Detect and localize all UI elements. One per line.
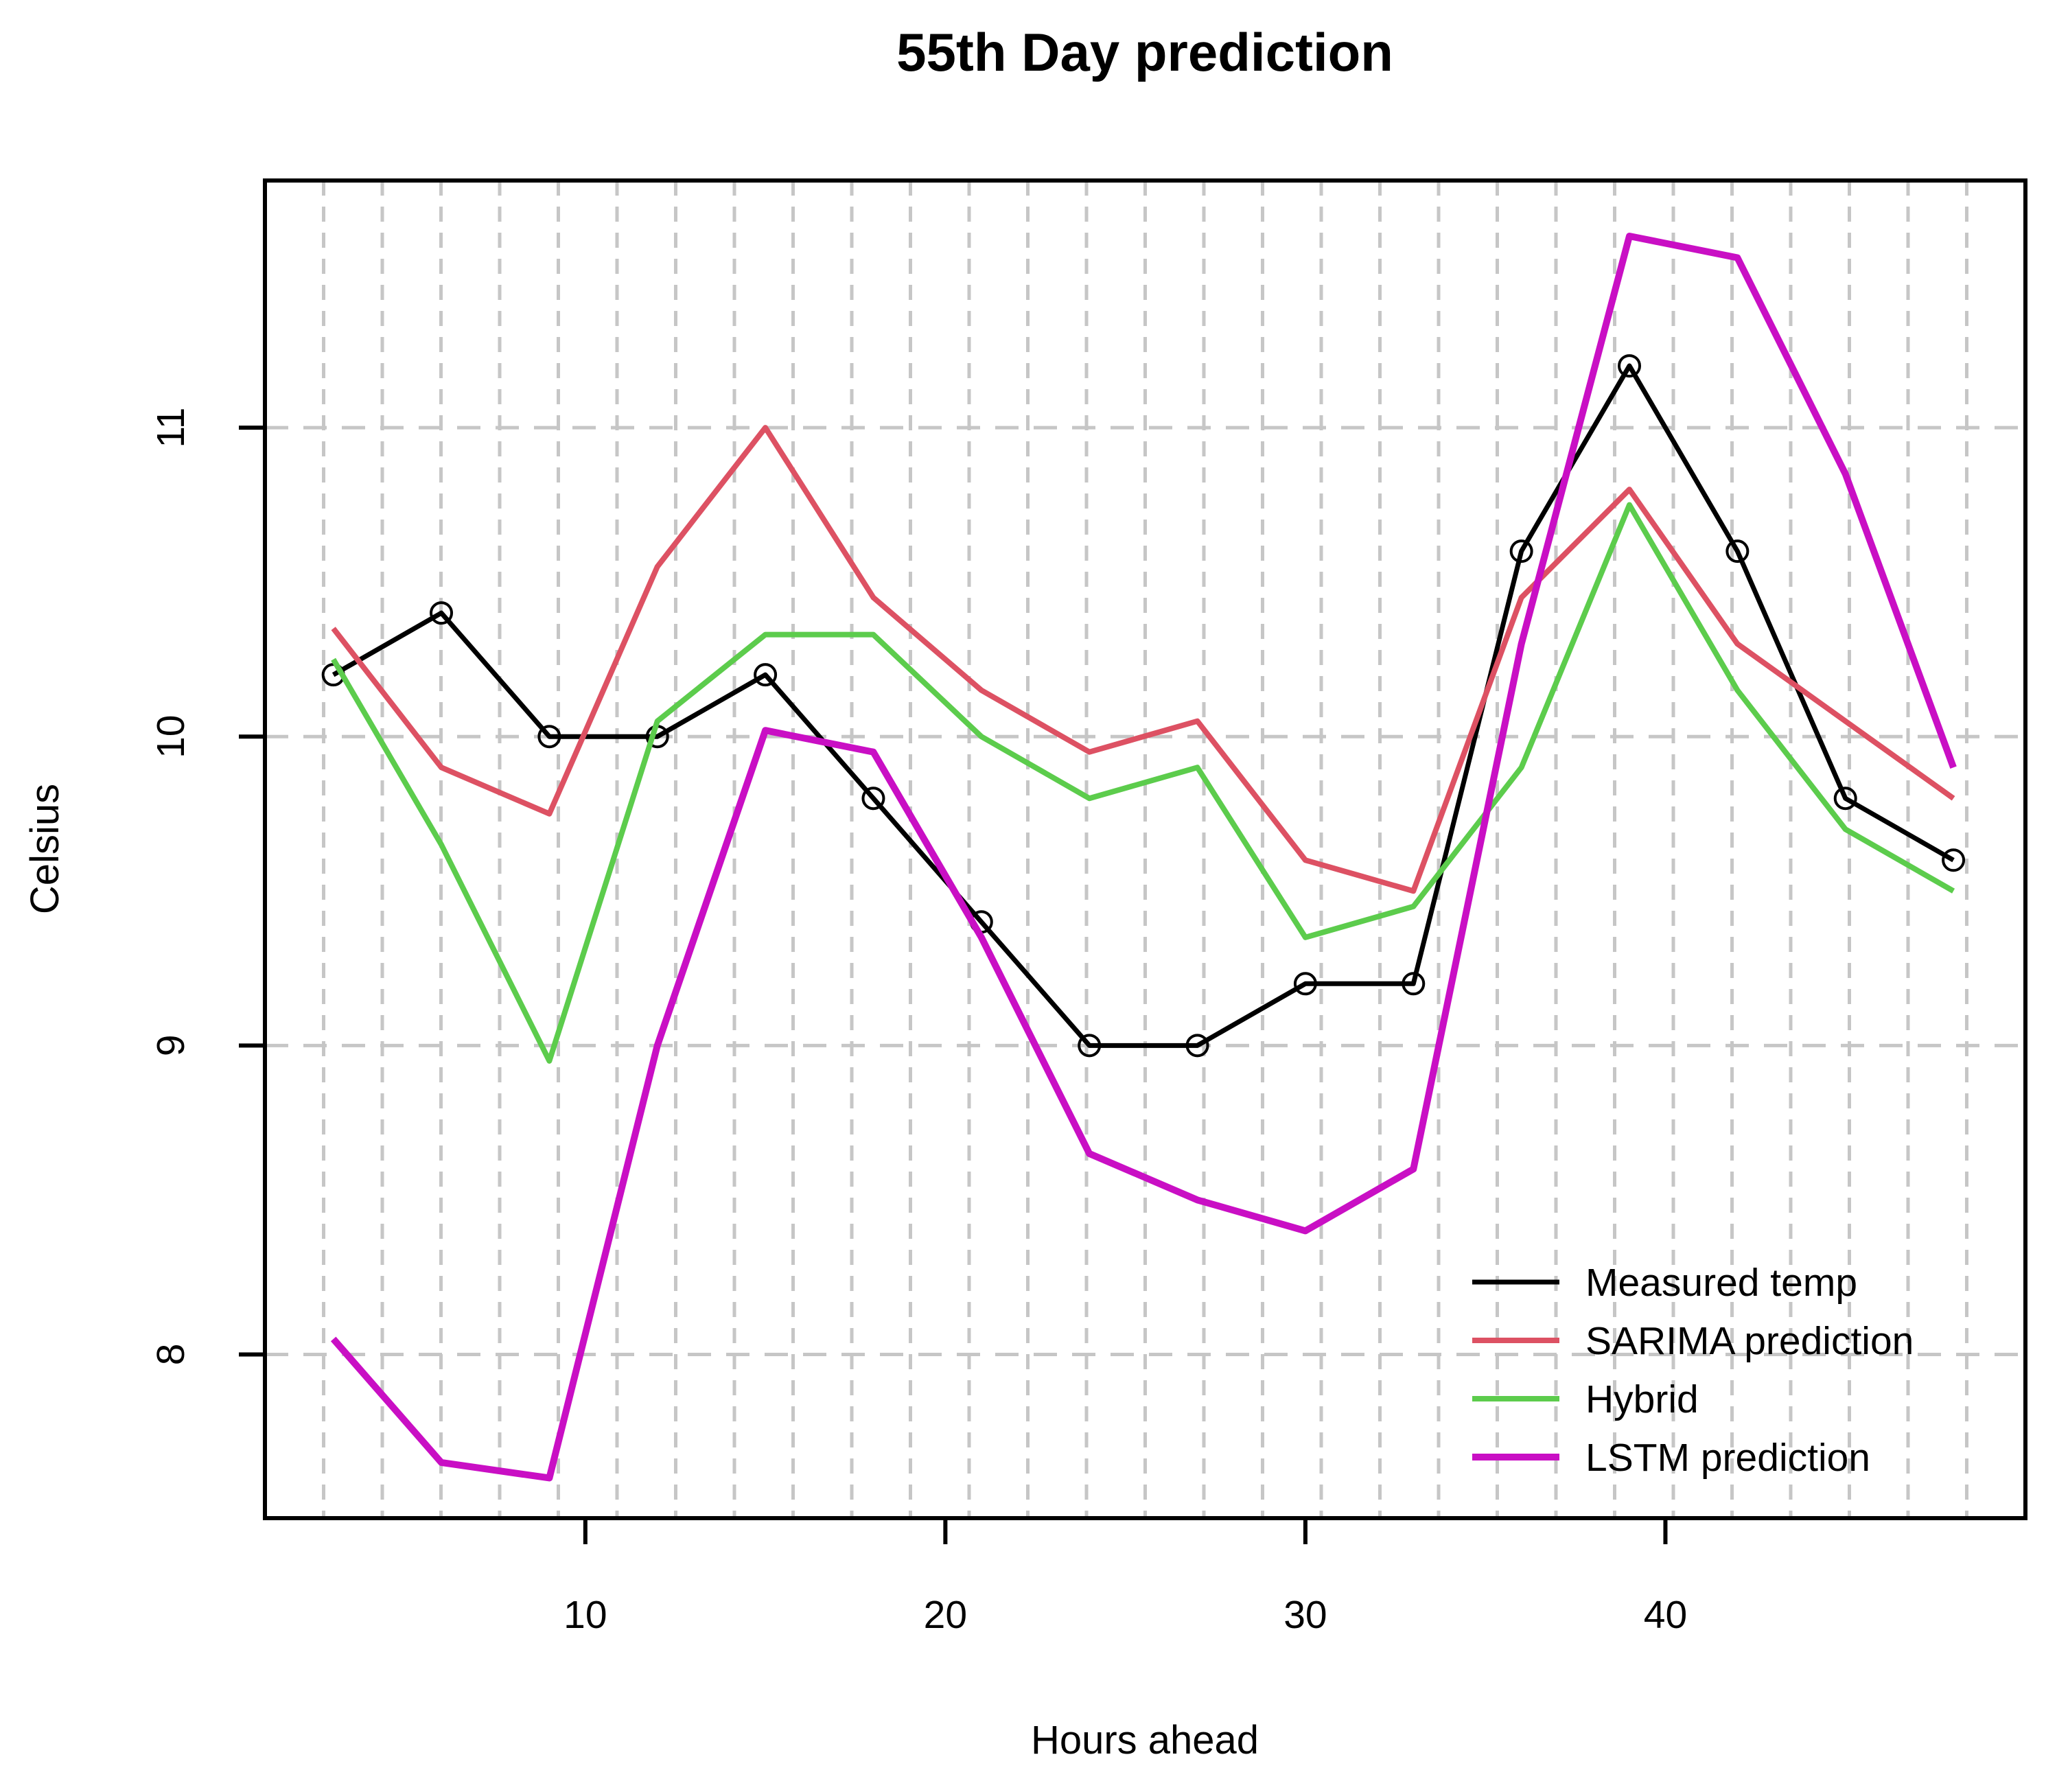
- data-point-marker: [1618, 354, 1642, 378]
- series-line-measured-temp: [332, 363, 1955, 1048]
- y-tick-label: 10: [149, 715, 193, 758]
- legend: Measured temp SARIMA prediction Hybrid LSTM…: [1472, 1261, 1914, 1480]
- data-point-marker: [1833, 787, 1857, 811]
- data-point-marker: [537, 725, 561, 749]
- series-layer: [321, 233, 1966, 1482]
- x-tick-label: 30: [1283, 1593, 1327, 1637]
- y-tick-label: 9: [149, 1034, 193, 1056]
- tick-layer: 10 20 30 40 8 9 10 11: [149, 408, 1687, 1637]
- data-point-marker: [1402, 972, 1426, 996]
- data-point-marker: [1078, 1034, 1102, 1058]
- legend-label: LSTM prediction: [1585, 1436, 1870, 1480]
- legend-label: Measured temp: [1585, 1261, 1857, 1305]
- y-tick-label: 8: [149, 1344, 193, 1366]
- legend-item: Measured temp: [1472, 1261, 1857, 1305]
- data-point-marker: [430, 601, 454, 625]
- x-tick-label: 10: [563, 1593, 607, 1637]
- plot-border: [263, 178, 2027, 1520]
- data-point-marker: [861, 787, 885, 811]
- data-point-marker: [1942, 848, 1966, 872]
- data-point-marker: [1293, 972, 1317, 996]
- grid-layer: [265, 181, 2025, 1518]
- data-point-marker: [1185, 1034, 1209, 1058]
- legend-label: Hybrid: [1585, 1377, 1699, 1421]
- y-tick-label: 11: [149, 408, 193, 448]
- x-axis-label: Hours ahead: [1031, 1718, 1259, 1762]
- data-point-marker: [754, 663, 778, 687]
- x-tick-label: 40: [1644, 1593, 1687, 1637]
- chart-title: 55th Day prediction: [896, 22, 1393, 82]
- data-point-marker: [1509, 539, 1533, 563]
- legend-item: Hybrid: [1472, 1377, 1699, 1421]
- data-point-marker: [1725, 539, 1750, 563]
- y-axis-label: Celsius: [23, 784, 67, 914]
- series-line-sarima-prediction: [331, 425, 1955, 894]
- legend-item: SARIMA prediction: [1472, 1319, 1914, 1363]
- series-line-lstm-prediction: [330, 233, 1957, 1482]
- series-line-hybrid: [331, 502, 1955, 1064]
- x-tick-label: 20: [924, 1593, 967, 1637]
- legend-item: LSTM prediction: [1472, 1436, 1870, 1480]
- legend-label: SARIMA prediction: [1585, 1319, 1914, 1363]
